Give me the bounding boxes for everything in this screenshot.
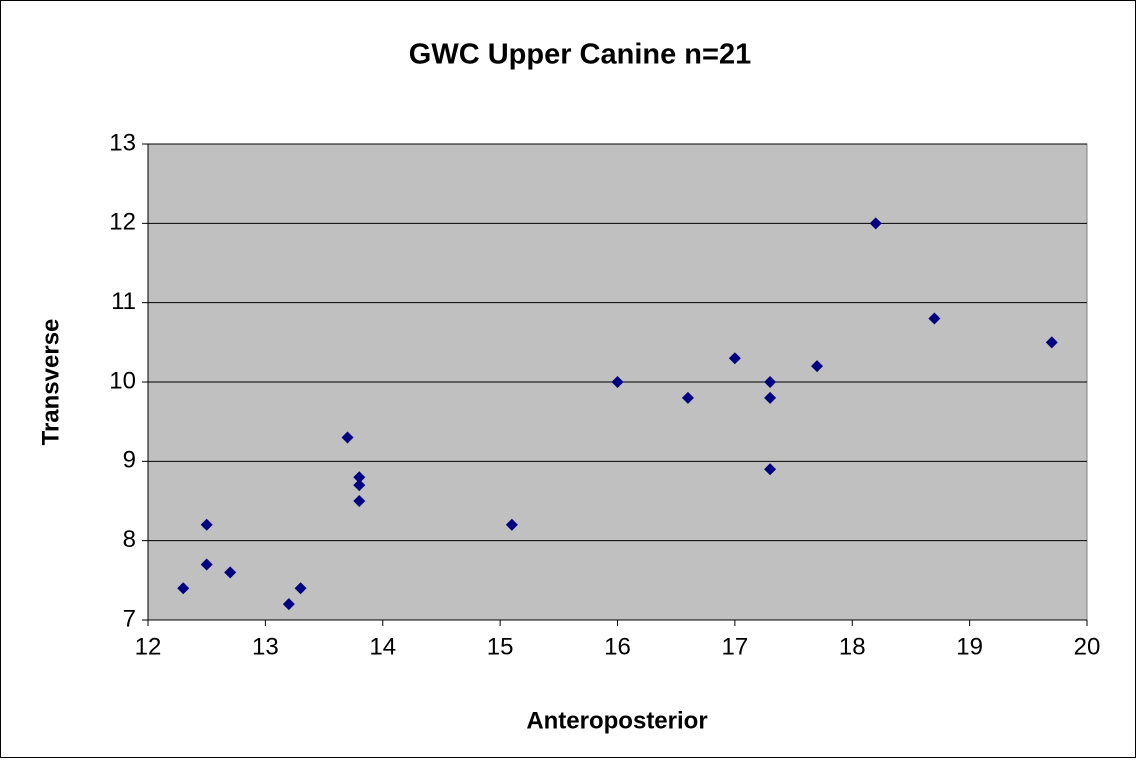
point bbox=[177, 582, 190, 595]
y-tick-label: 12 bbox=[109, 209, 136, 236]
point bbox=[282, 598, 295, 611]
point bbox=[200, 518, 213, 531]
y-tick-label: 11 bbox=[111, 288, 136, 315]
y-tick-label: 13 bbox=[109, 129, 136, 156]
y-tick-label: 10 bbox=[109, 367, 136, 394]
y-axis-label: Transverse bbox=[37, 319, 64, 446]
chart-title: GWC Upper Canine n=21 bbox=[409, 39, 751, 71]
x-tick-label: 17 bbox=[722, 633, 749, 660]
x-tick-label: 18 bbox=[839, 633, 866, 660]
point bbox=[505, 518, 518, 531]
point bbox=[1045, 336, 1058, 349]
point bbox=[811, 360, 824, 373]
x-tick-label: 14 bbox=[369, 633, 396, 660]
point bbox=[353, 495, 366, 507]
x-tick-label: 19 bbox=[956, 633, 983, 660]
x-tick-label: 12 bbox=[135, 633, 162, 660]
point bbox=[869, 217, 882, 230]
point bbox=[353, 479, 366, 492]
point bbox=[200, 558, 213, 571]
y-tick-label: 8 bbox=[123, 526, 136, 553]
point bbox=[341, 431, 354, 444]
x-tick-label: 13 bbox=[252, 633, 279, 660]
point bbox=[611, 376, 624, 388]
point bbox=[294, 582, 307, 595]
point bbox=[764, 376, 777, 388]
x-tick-label: 20 bbox=[1074, 633, 1101, 660]
point bbox=[681, 391, 694, 404]
point bbox=[764, 463, 777, 476]
x-tick-label: 16 bbox=[604, 633, 631, 660]
x-axis-label: Anteroposterior bbox=[526, 707, 707, 734]
x-tick-label: 15 bbox=[487, 633, 514, 660]
y-tick-label: 9 bbox=[123, 447, 136, 474]
point bbox=[928, 312, 941, 325]
point bbox=[224, 566, 237, 579]
point bbox=[728, 352, 741, 365]
point bbox=[764, 391, 777, 404]
point bbox=[353, 471, 366, 484]
y-tick-label: 7 bbox=[123, 605, 136, 632]
